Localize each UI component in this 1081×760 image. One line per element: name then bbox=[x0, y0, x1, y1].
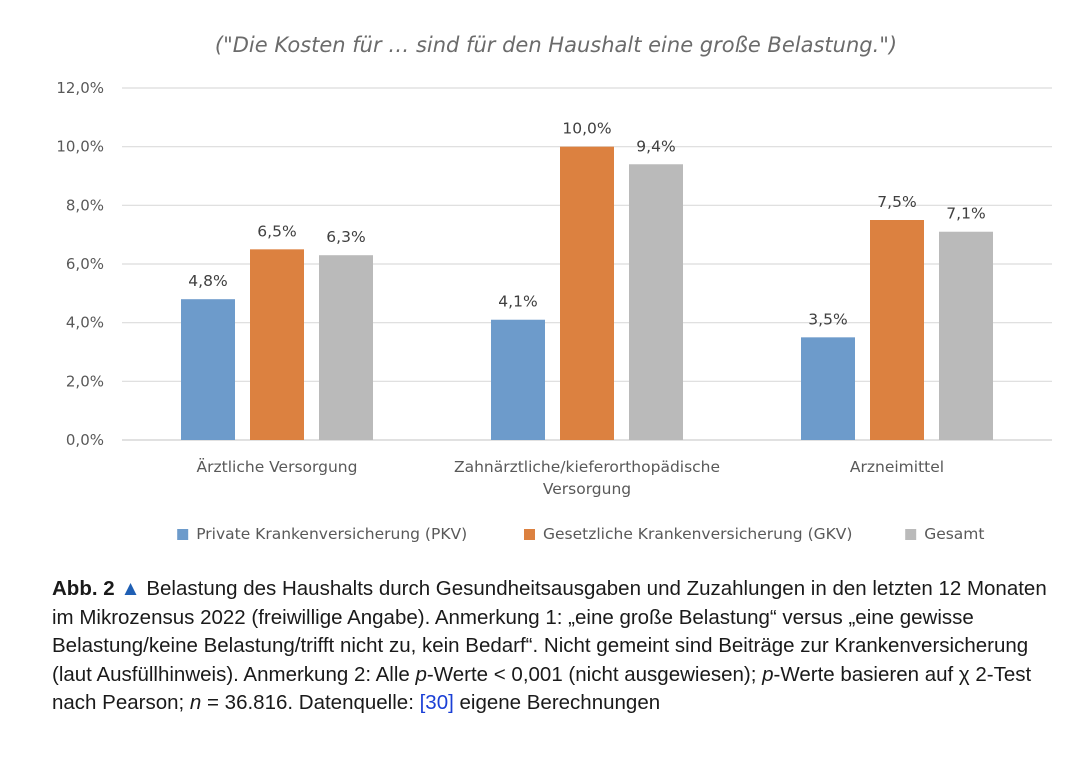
legend-label: Gesetzliche Krankenversicherung (GKV) bbox=[543, 525, 852, 543]
bar bbox=[491, 319, 545, 440]
caption-text-5: eigene Berechnungen bbox=[459, 691, 661, 714]
chart-title: ("Die Kosten für … sind für den Haushalt… bbox=[215, 33, 897, 57]
y-tick-label: 6,0% bbox=[66, 255, 104, 273]
data-label: 6,5% bbox=[257, 222, 296, 240]
legend: Private Krankenversicherung (PKV) Gesetzl… bbox=[177, 525, 985, 543]
x-category-label: Versorgung bbox=[543, 480, 631, 498]
caption-text-2: -Werte < 0,001 (nicht ausgewiesen); bbox=[426, 662, 757, 686]
caption-text-1: Belastung des Haushalts durch Gesundheit… bbox=[52, 577, 1047, 686]
bar bbox=[250, 249, 304, 440]
bar bbox=[870, 220, 924, 440]
bar-chart: ("Die Kosten für … sind für den Haushalt… bbox=[56, 33, 1052, 543]
bars bbox=[181, 146, 993, 440]
y-tick-label: 0,0% bbox=[66, 431, 104, 449]
y-tick-label: 4,0% bbox=[66, 314, 104, 332]
y-axis-ticks: 0,0% 2,0% 4,0% 6,0% 8,0% 10,0% 12,0% bbox=[56, 79, 104, 449]
legend-swatch bbox=[905, 529, 917, 540]
data-label: 3,5% bbox=[808, 310, 847, 328]
y-tick-label: 12,0% bbox=[56, 79, 104, 97]
x-category-label: Ärztliche Versorgung bbox=[197, 457, 358, 476]
x-axis-categories: Ärztliche Versorgung Zahnärztliche/kiefer… bbox=[197, 457, 945, 498]
caption-text-4: = 36.816. Datenquelle: bbox=[207, 691, 414, 714]
caption-p-symbol: p bbox=[415, 662, 427, 686]
y-tick-label: 8,0% bbox=[66, 196, 104, 214]
caption-label: Abb. 2 bbox=[52, 577, 115, 600]
bar bbox=[939, 231, 993, 440]
data-label: 7,5% bbox=[877, 193, 916, 211]
x-category-label: Arzneimittel bbox=[850, 458, 944, 476]
data-label: 4,1% bbox=[498, 293, 537, 311]
bar bbox=[181, 299, 235, 440]
reference-link[interactable]: [30] bbox=[419, 691, 454, 714]
bar bbox=[801, 337, 855, 440]
legend-label: Gesamt bbox=[924, 525, 984, 543]
data-label: 10,0% bbox=[562, 120, 611, 138]
x-category-label: Zahnärztliche/kieferorthopädische bbox=[454, 458, 720, 476]
bar bbox=[629, 164, 683, 440]
data-labels: 4,8% 6,5% 6,3% 4,1% 10,0% 9,4% 3,5% 7,5% 7,1% bbox=[188, 120, 985, 329]
data-label: 9,4% bbox=[636, 137, 675, 155]
data-label: 4,8% bbox=[188, 272, 227, 290]
legend-swatch bbox=[524, 529, 535, 540]
bar bbox=[560, 146, 614, 440]
caption-n-symbol: n bbox=[189, 691, 202, 714]
triangle-icon: ▲ bbox=[120, 577, 141, 600]
data-label: 7,1% bbox=[946, 205, 985, 223]
caption-p-symbol-2: p bbox=[762, 662, 774, 686]
y-tick-label: 2,0% bbox=[66, 372, 104, 390]
legend-label: Private Krankenversicherung (PKV) bbox=[196, 525, 467, 543]
data-label: 6,3% bbox=[326, 228, 365, 246]
y-tick-label: 10,0% bbox=[56, 138, 104, 156]
bar bbox=[319, 255, 373, 440]
legend-swatch bbox=[177, 529, 189, 540]
figure-caption: Abb. 2 ▲ Belastung des Haushalts durch G… bbox=[52, 575, 1062, 718]
caption-text-3: -Werte basieren auf χ 2-Test nach Pearso… bbox=[52, 662, 1032, 715]
